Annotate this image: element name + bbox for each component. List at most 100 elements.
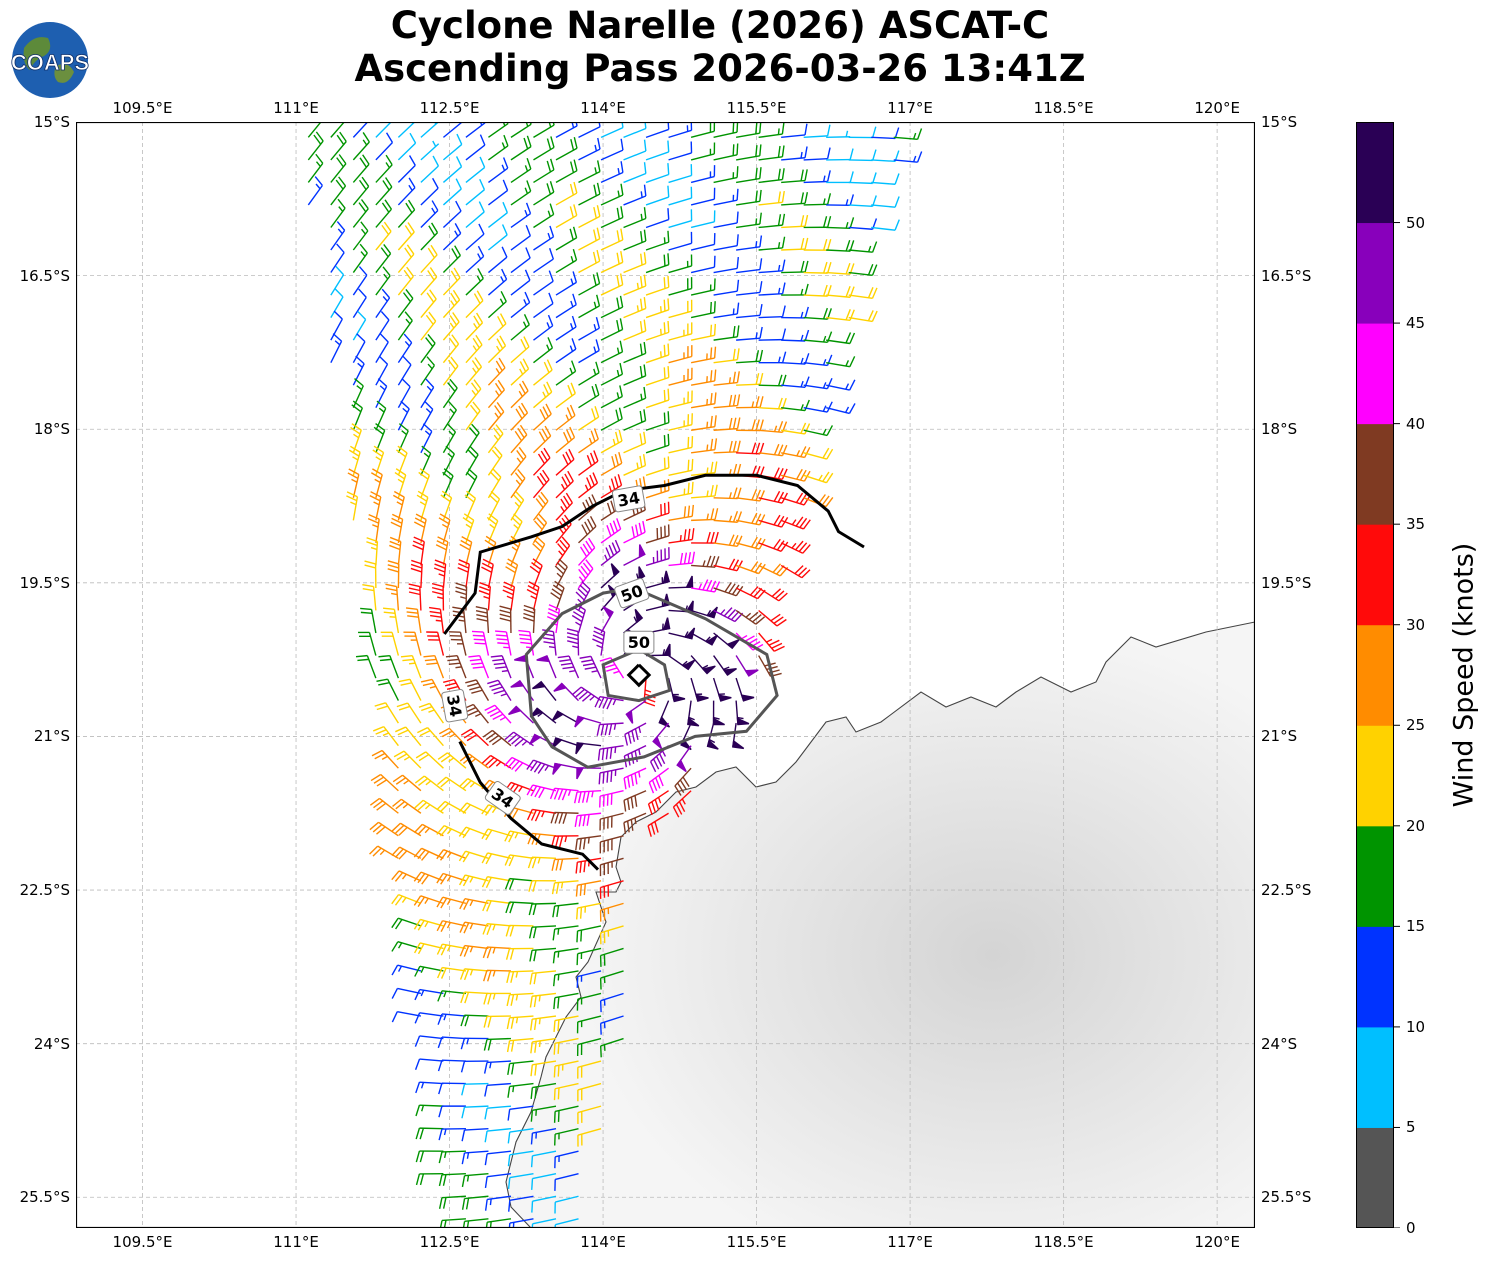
wind-barb bbox=[713, 256, 739, 274]
wind-barb bbox=[391, 1011, 422, 1023]
wind-barb bbox=[600, 452, 623, 476]
wind-barb bbox=[435, 536, 449, 566]
wind-barb bbox=[420, 244, 438, 274]
tick-label: 109.5°E bbox=[112, 99, 173, 117]
wind-barb bbox=[487, 424, 504, 454]
wind-barb bbox=[758, 282, 786, 296]
wind-barb bbox=[645, 208, 670, 229]
wind-barb bbox=[510, 180, 532, 206]
wind-barb bbox=[420, 423, 433, 454]
wind-barb bbox=[803, 425, 834, 437]
tick-label: 120°E bbox=[1194, 1233, 1240, 1251]
wind-barb bbox=[553, 1105, 579, 1123]
wind-barb bbox=[600, 161, 624, 184]
wind-barb bbox=[330, 131, 347, 161]
wind-barb bbox=[599, 857, 624, 877]
wind-barb bbox=[713, 487, 742, 500]
wind-barb bbox=[391, 870, 422, 882]
logo-text: COAPS bbox=[11, 50, 89, 75]
wind-barb bbox=[871, 196, 900, 208]
wind-barb bbox=[330, 154, 347, 183]
wind-barb bbox=[378, 654, 400, 679]
wind-barb bbox=[375, 288, 391, 318]
wind-barb bbox=[691, 508, 719, 522]
wind-barb bbox=[599, 1015, 624, 1035]
wind-barb bbox=[848, 172, 877, 185]
wind-barb bbox=[871, 219, 900, 231]
wind-barb bbox=[645, 253, 670, 274]
colorbar-bin bbox=[1356, 122, 1394, 224]
wind-barb bbox=[690, 392, 717, 409]
wind-barb bbox=[385, 583, 400, 611]
wind-barb bbox=[458, 802, 489, 814]
wind-barb bbox=[758, 259, 786, 274]
wind-barb bbox=[713, 279, 740, 296]
wind-barb bbox=[555, 181, 578, 206]
wind-barb bbox=[577, 559, 594, 589]
wind-barb bbox=[576, 970, 602, 988]
wind-barb bbox=[690, 165, 716, 184]
wind-barb bbox=[645, 388, 670, 409]
wind-barb bbox=[623, 207, 647, 229]
wind-barb bbox=[533, 181, 555, 206]
wind-barb bbox=[436, 943, 467, 956]
wind-barb bbox=[481, 558, 494, 589]
wind-barb bbox=[736, 189, 762, 206]
colorbar-tick-label: 0 bbox=[1406, 1219, 1416, 1237]
wind-barb bbox=[397, 355, 412, 386]
wind-barb bbox=[414, 1058, 444, 1071]
wind-barb bbox=[736, 419, 764, 432]
tick-label: 112.5°E bbox=[419, 99, 480, 117]
wind-barb bbox=[577, 1105, 602, 1124]
wind-barb bbox=[668, 164, 693, 184]
wind-barb bbox=[478, 582, 491, 611]
wind-barb bbox=[623, 364, 647, 386]
wind-barb bbox=[596, 722, 624, 736]
colorbar-bin bbox=[1356, 423, 1394, 525]
wind-barb bbox=[781, 169, 808, 184]
tick-label: 114°E bbox=[580, 99, 626, 117]
wind-barb bbox=[647, 812, 669, 837]
wind-barb bbox=[578, 249, 601, 274]
wind-barb bbox=[690, 606, 718, 619]
wind-barb bbox=[412, 536, 425, 566]
colorbar-bin bbox=[1356, 624, 1394, 726]
wind-barb bbox=[690, 677, 709, 702]
wind-barb bbox=[364, 560, 377, 588]
wind-barb bbox=[690, 142, 716, 161]
wind-barb bbox=[552, 902, 579, 918]
wind-barb bbox=[713, 166, 739, 184]
wind-barb bbox=[578, 205, 601, 229]
wind-barb bbox=[394, 468, 407, 499]
wind-barb bbox=[575, 581, 591, 611]
tick-label: 117°E bbox=[887, 1233, 933, 1251]
wind-barb bbox=[555, 360, 577, 386]
wind-barb bbox=[758, 328, 787, 341]
wind-barb bbox=[668, 186, 693, 206]
wind-barb bbox=[645, 185, 670, 206]
wind-barb bbox=[578, 227, 601, 251]
svg-text:50: 50 bbox=[628, 633, 650, 652]
wind-barb bbox=[533, 381, 553, 409]
wind-barb bbox=[736, 326, 763, 341]
contour-label: 34 bbox=[611, 485, 646, 513]
wind-barb bbox=[533, 136, 555, 161]
wind-barb bbox=[623, 229, 647, 251]
wind-barb bbox=[573, 790, 602, 804]
wind-barb bbox=[600, 606, 614, 634]
wind-barb bbox=[571, 603, 586, 634]
wind-barb bbox=[575, 742, 602, 755]
wind-barb bbox=[397, 199, 416, 228]
wind-barb bbox=[645, 524, 670, 544]
contour-label: 50 bbox=[623, 630, 655, 654]
wind-barb bbox=[487, 446, 503, 476]
wind-barb bbox=[871, 127, 900, 140]
contour-34 bbox=[458, 740, 600, 871]
wind-barb bbox=[600, 318, 624, 341]
wind-barb bbox=[483, 1015, 511, 1028]
wind-barb bbox=[530, 1105, 557, 1122]
wind-barb bbox=[735, 512, 766, 526]
wind-barb bbox=[758, 145, 785, 161]
title-line-1: Cyclone Narelle (2026) ASCAT-C bbox=[390, 4, 1050, 47]
svg-text:34: 34 bbox=[616, 488, 641, 511]
